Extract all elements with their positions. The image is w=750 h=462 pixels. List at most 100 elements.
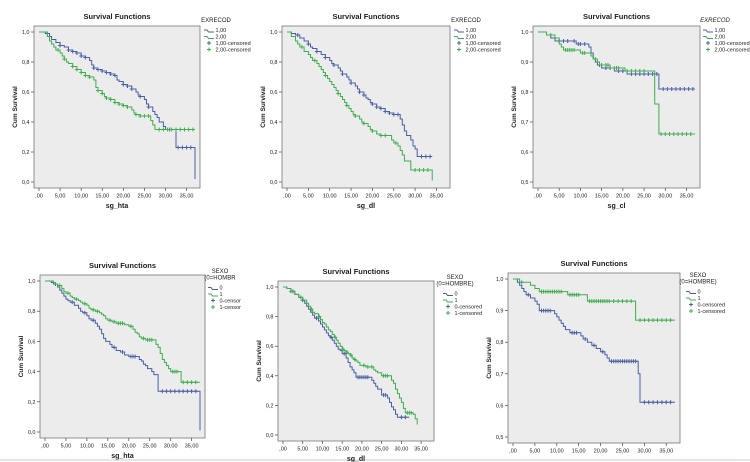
x-tick-label: 35,00 (680, 194, 694, 200)
survival-chart-sg-cl-sexo: Survival Functions 1,0 0,9 0,8 0,7 0,6 0,5 Cum … (486, 231, 750, 462)
x-tick-label: 30,00 (159, 194, 173, 200)
x-tick-label: 35,00 (659, 449, 673, 455)
x-axis-label: sg_cl (608, 203, 626, 210)
x-tick-label: 25,00 (616, 449, 630, 455)
x-axis: ,00 5,00 10,00 15,00 20,00 25,00 30,00 35,00 (35, 188, 193, 200)
plot-area (39, 274, 206, 439)
legend-title: SEXO (212, 269, 229, 275)
legend-plus-swatch (457, 47, 461, 52)
legend-entry-label: 2,00 (216, 35, 227, 41)
y-tick-label: 0,8 (266, 315, 274, 321)
y-axis: 1,0 0,8 0,6 0,4 0,2 0,0 (270, 30, 282, 186)
legend: EXRECOD 1,002,001,00-censored2,00-censore… (201, 18, 251, 54)
legend-title: SEXO (447, 275, 464, 281)
censor-marks-1 (57, 283, 198, 385)
chart-title: Survival Functions (560, 259, 627, 268)
y-tick-label: 0,6 (270, 90, 278, 96)
legend-entry-label: 0-censored (698, 303, 726, 309)
series-line-1 (513, 278, 675, 321)
y-axis-label: Cum Survival (12, 86, 19, 128)
x-tick-label: 30,00 (658, 194, 672, 200)
legend: EXRECOD 1,002,001,00-censored2,00-censore… (451, 18, 501, 54)
chart-svg-sg-cl-exrecod: Survival Functions 1,0 0,9 0,8 0,7 0,6 0,5 Cum … (511, 12, 750, 210)
legend-entry-label: 2,00 (715, 35, 726, 41)
x-tick-label: 35,00 (180, 194, 194, 200)
x-tick-label: 20,00 (616, 194, 630, 200)
y-tick-label: 0,0 (270, 180, 278, 186)
series-line-0 (513, 278, 675, 403)
y-tick-label: 0,7 (496, 372, 504, 378)
x-axis: ,00 5,00 10,00 15,00 20,00 25,00 30,00 35,00 (509, 443, 673, 455)
legend-plus-swatch (446, 311, 450, 315)
x-tick-label: 25,00 (637, 194, 651, 200)
legend-entry-label: 1-censored (698, 309, 726, 315)
legend-line-swatch (443, 293, 453, 296)
legend-entry-label: 1,00 (216, 28, 227, 34)
x-tick-label: 10,00 (74, 194, 88, 200)
y-axis: 1,0 0,8 0,6 0,4 0,2 0,0 (28, 279, 40, 436)
survival-chart-sg-cl-exrecod: Survival Functions 1,0 0,9 0,8 0,7 0,6 0,5 Cum … (500, 0, 750, 231)
legend-line-swatch (443, 299, 453, 303)
legend-title: (0=HOMBR (204, 276, 236, 282)
y-axis-label: Cum Survival (18, 336, 25, 378)
series-line-0 (45, 280, 201, 431)
x-axis: ,00 5,00 10,00 15,00 20,00 25,00 30,00 35,00 (534, 188, 693, 200)
y-tick-label: 0,4 (22, 120, 30, 126)
censor-marks-100 (295, 33, 433, 159)
x-tick-label: 20,00 (366, 194, 380, 200)
x-tick-label: 35,00 (185, 444, 199, 450)
chart-title: Survival Functions (322, 267, 389, 276)
legend-entry-label: 1-censor (220, 305, 242, 311)
legend-line-swatch (208, 293, 218, 297)
y-tick-label: 0,0 (28, 430, 36, 436)
x-tick-label: 10,00 (550, 449, 564, 455)
x-tick-label: 5,00 (297, 447, 308, 453)
x-tick-label: 20,00 (355, 447, 369, 453)
x-tick-label: ,00 (35, 194, 43, 200)
legend-title: (0=HOMBRE) (679, 280, 716, 286)
plot-area (281, 25, 451, 189)
y-tick-label: 1,0 (496, 277, 504, 283)
y-axis-label: Cum Survival (486, 337, 493, 379)
x-tick-label: 10,00 (574, 194, 588, 200)
x-tick-label: 10,00 (316, 447, 330, 453)
survival-chart-sg-hta-sexo: Survival Functions 1,0 0,8 0,6 0,4 0,2 0,0 Cum … (0, 231, 250, 462)
legend-plus-swatch (689, 309, 693, 313)
x-axis: ,00 5,00 10,00 15,00 20,00 25,00 30,00 35,00 (283, 188, 443, 200)
y-tick-label: 0,0 (22, 180, 30, 186)
x-tick-label: 15,00 (344, 194, 358, 200)
x-tick-label: 15,00 (335, 447, 349, 453)
x-tick-label: 5,00 (554, 194, 565, 200)
x-tick-label: 15,00 (101, 444, 115, 450)
y-tick-label: 0,7 (521, 120, 529, 126)
survival-chart-sg-dl-exrecod: Survival Functions 1,0 0,8 0,6 0,4 0,2 0,0 Cum … (250, 0, 501, 231)
censor-marks-200 (299, 45, 430, 172)
chart-title: Survival Functions (89, 261, 156, 270)
chart-svg-sg-dl-exrecod: Survival Functions 1,0 0,8 0,6 0,4 0,2 0,0 Cum … (260, 12, 501, 210)
series-line-100 (287, 31, 433, 157)
legend-plus-swatch (457, 41, 461, 45)
series-line-200 (39, 31, 195, 130)
legend-entry-label: 0 (220, 286, 223, 292)
censor-marks-200 (56, 48, 195, 132)
legend-entry-label: 1,00 (466, 28, 477, 34)
legend-entry-label: 0 (698, 290, 701, 296)
x-tick-label: ,00 (283, 194, 291, 200)
legend: EXRECOD 1,002,001,00-censored2,00-censore… (700, 18, 750, 54)
legend-title: (0=HOMBRE) (436, 282, 473, 288)
legend-line-swatch (686, 297, 696, 301)
legend-entry-label: 0-censor (220, 299, 242, 305)
y-tick-label: 0,9 (496, 309, 504, 315)
x-tick-label: 30,00 (394, 447, 408, 453)
y-axis-label: Cum Survival (260, 86, 267, 128)
legend-line-swatch (454, 36, 464, 39)
legend-entry-label: 1 (698, 296, 701, 302)
survival-chart-sg-dl-sexo: Survival Functions 1,0 0,8 0,6 0,4 0,2 0,0 Cum … (250, 231, 500, 462)
x-tick-label: 5,00 (55, 194, 66, 200)
x-tick-label: 20,00 (594, 449, 608, 455)
x-tick-label: 5,00 (61, 444, 72, 450)
x-tick-label: 30,00 (164, 444, 178, 450)
